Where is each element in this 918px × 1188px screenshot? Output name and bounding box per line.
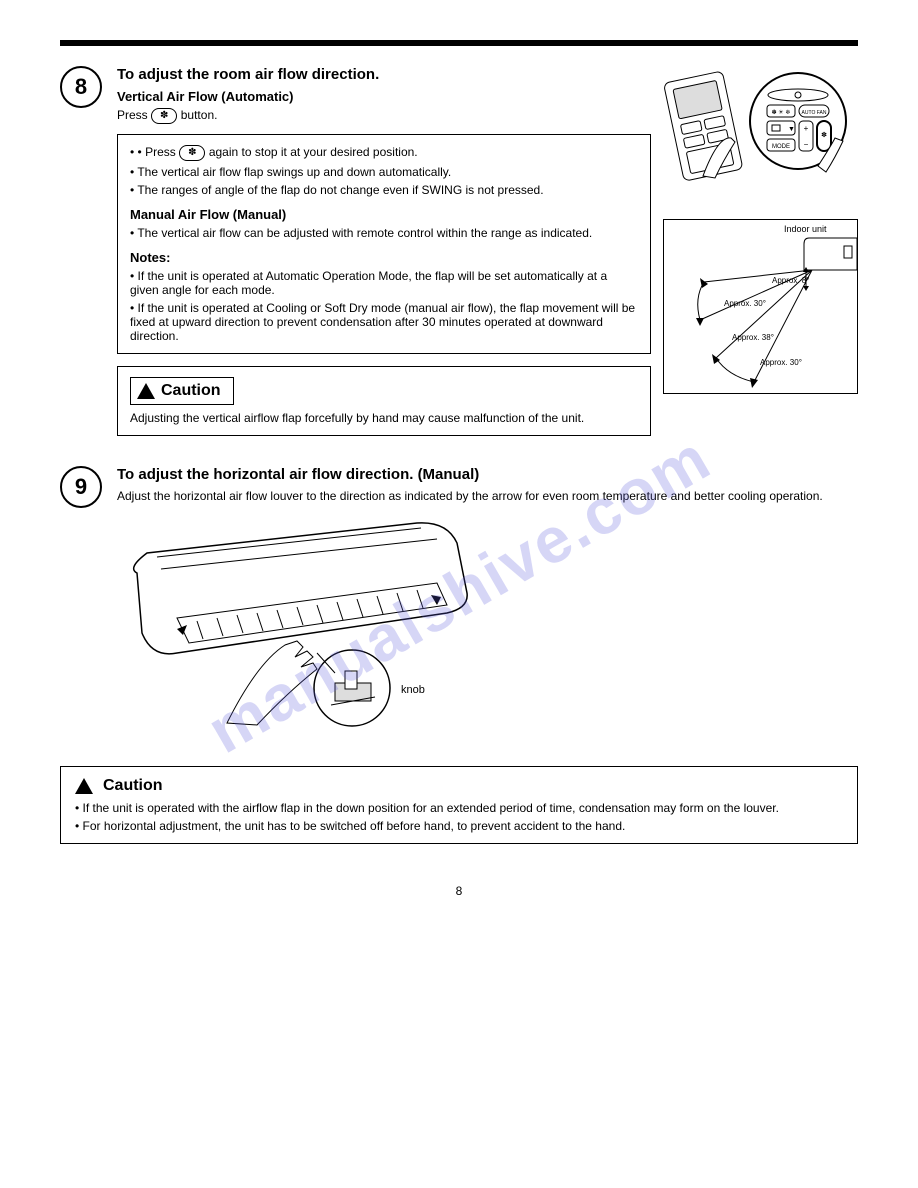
box-line6: • If the unit is operated at Cooling or … — [130, 301, 638, 343]
step-number-9: 9 — [60, 466, 102, 508]
bottom-caution-line2: • For horizontal adjustment, the unit ha… — [75, 819, 843, 833]
louver-illustration: knob — [117, 513, 477, 733]
manual-head: Manual Air Flow (Manual) — [130, 207, 638, 222]
section-step9: 9 To adjust the horizontal air flow dire… — [60, 466, 858, 736]
top-rule — [60, 40, 858, 46]
step8-caution-box: Caution Adjusting the vertical airflow f… — [117, 366, 651, 436]
step8-right-figures: ✽ ☀ ❄ AUTO FAN ▼ + − ✽ MOD — [663, 66, 858, 394]
caution-label: Caution — [161, 382, 221, 400]
swing-icon-2: ✽ — [179, 145, 205, 161]
box-line2: • The vertical air flow flap swings up a… — [130, 165, 638, 179]
swing-icon: ✽ — [151, 108, 177, 124]
angle-8: Approx. 8° — [772, 276, 809, 285]
knob-label: knob — [401, 684, 425, 696]
svg-text:AUTO FAN: AUTO FAN — [802, 110, 827, 116]
bottom-caution-header: Caution — [75, 777, 843, 795]
step8-press-line: Press ✽ button. — [117, 108, 651, 124]
warning-triangle-icon-2 — [75, 778, 93, 794]
step8-subhead-vertical: Vertical Air Flow (Automatic) — [117, 89, 651, 104]
press-prefix: Press — [117, 108, 151, 122]
svg-text:+: + — [804, 124, 809, 133]
step8-title: To adjust the room air flow direction. — [117, 66, 651, 83]
press-suffix: button. — [181, 108, 218, 122]
step8-body: To adjust the room air flow direction. V… — [117, 66, 858, 436]
step9-body: To adjust the horizontal air flow direct… — [117, 466, 858, 736]
step9-title: To adjust the horizontal air flow direct… — [117, 466, 858, 483]
caution-text: Adjusting the vertical airflow flap forc… — [130, 411, 638, 425]
box-line1b: again to stop it at your desired positio… — [209, 145, 418, 159]
box-line1a: • Press — [130, 145, 179, 159]
svg-text:✽ ☀ ❄: ✽ ☀ ❄ — [772, 109, 791, 116]
notes-head: Notes: — [130, 250, 638, 265]
step-number-8: 8 — [60, 66, 102, 108]
bottom-caution-box: Caution • If the unit is operated with t… — [60, 766, 858, 844]
caution-header: Caution — [130, 377, 234, 405]
flap-angle-figure: Indoor unit — [663, 219, 858, 394]
section-step8: 8 To adjust the room air flow direction.… — [60, 66, 858, 436]
box-line5: • If the unit is operated at Automatic O… — [130, 269, 638, 297]
angle-30a: Approx. 30° — [724, 299, 766, 308]
step9-para: Adjust the horizontal air flow louver to… — [117, 489, 858, 503]
svg-text:✽: ✽ — [821, 131, 827, 139]
step8-info-box: • Press ✽ again to stop it at your desir… — [117, 134, 651, 354]
bottom-caution-line1: • If the unit is operated with the airfl… — [75, 801, 843, 815]
mode-label: MODE — [772, 144, 790, 150]
warning-triangle-icon — [137, 383, 155, 399]
remote-illustration: ✽ ☀ ❄ AUTO FAN ▼ + − ✽ MOD — [663, 66, 858, 186]
step8-left: To adjust the room air flow direction. V… — [117, 66, 651, 436]
box-line3: • The ranges of angle of the flap do not… — [130, 183, 638, 197]
flap-top-label: Indoor unit — [784, 224, 827, 234]
angle-30b: Approx. 30° — [760, 358, 802, 367]
box-line4: • The vertical air flow can be adjusted … — [130, 226, 638, 240]
svg-text:▼: ▼ — [788, 126, 795, 133]
angle-38: Approx. 38° — [732, 333, 774, 342]
svg-text:−: − — [804, 140, 809, 149]
bottom-caution-label: Caution — [103, 777, 163, 795]
page: manualshive.com 8 To adjust the room air… — [0, 0, 918, 1188]
box-line1: • Press ✽ again to stop it at your desir… — [130, 145, 638, 161]
page-number: 8 — [60, 884, 858, 898]
